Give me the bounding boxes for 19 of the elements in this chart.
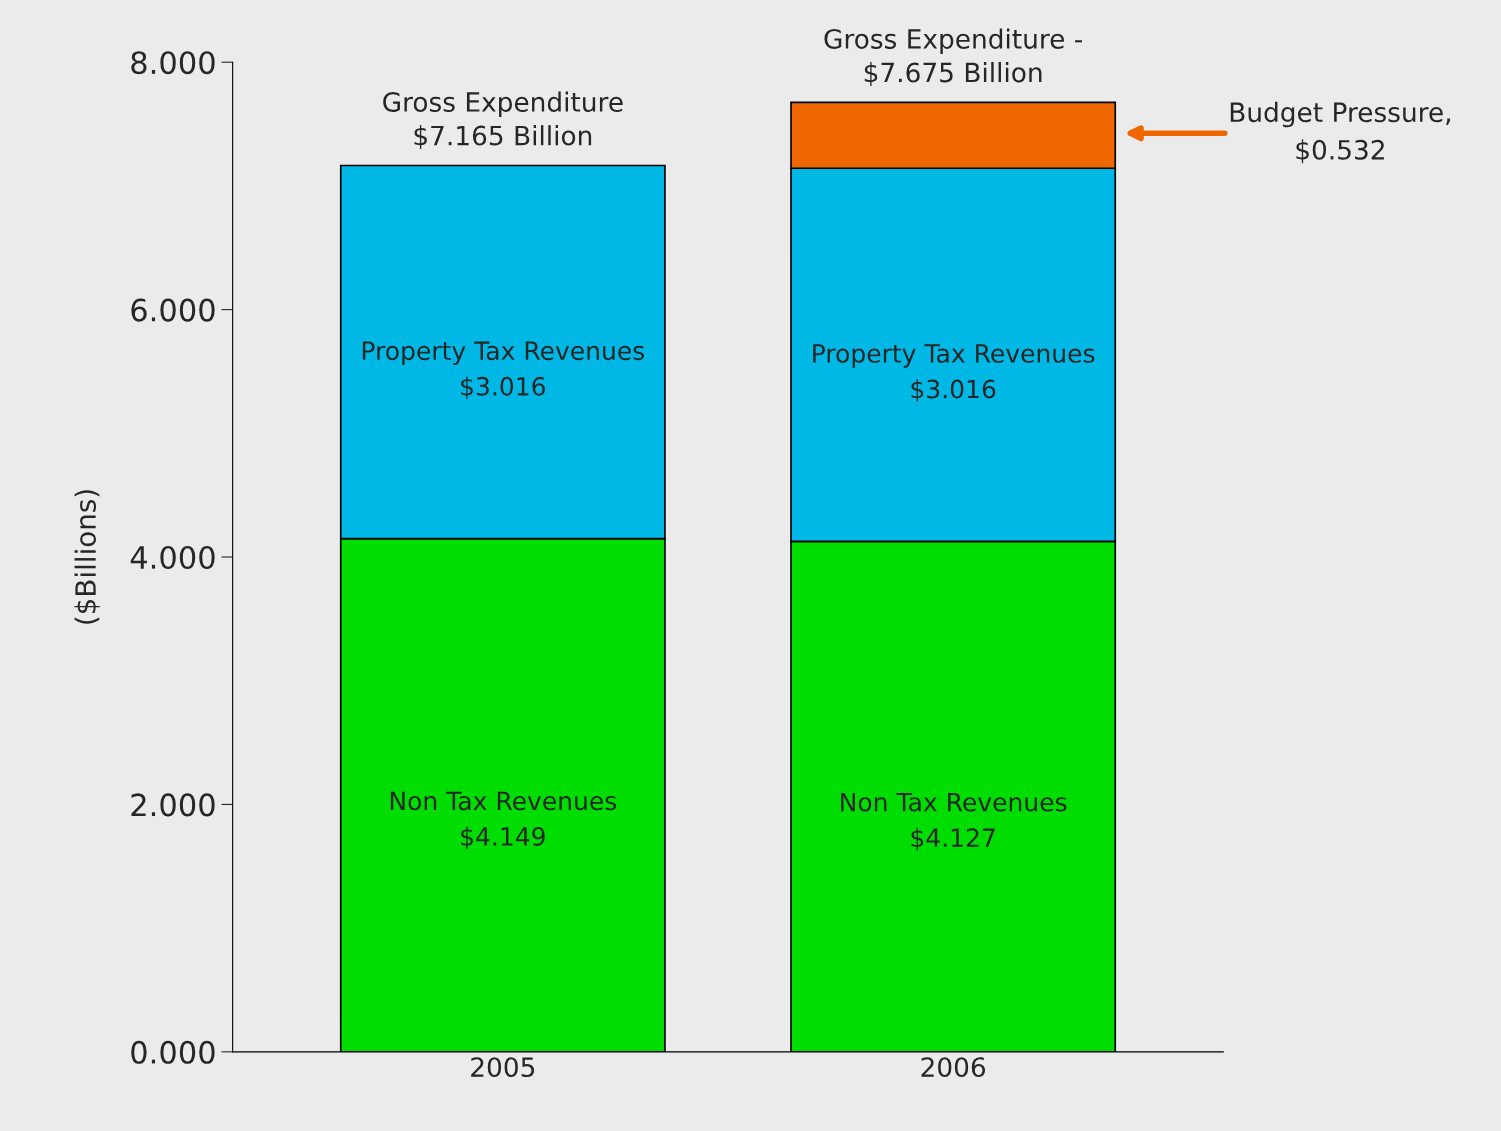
data-label: $3.016 (911, 379, 996, 402)
x-tick-label: 2005 (471, 1057, 535, 1078)
series-label: Property Tax Revenues (362, 341, 645, 365)
data-label: $3.016 (461, 376, 545, 400)
text: Non Tax Revenues (841, 792, 1067, 812)
annotation: Gross Expenditure $7.165 Billion (383, 91, 623, 150)
x-tick-label: 2006 (921, 1057, 986, 1078)
y-tick-label: 2.000 (131, 793, 215, 817)
y-tick-label: 8.000 (131, 51, 215, 75)
text: Budget Pressure, $0.532 (1230, 101, 1450, 164)
y-axis-title: ($Billions) (74, 490, 100, 624)
text: Property Tax Revenues (813, 344, 1095, 368)
annotation: Gross Expenditure - $7.675 Billion (824, 28, 1082, 86)
y-tick-label: 4.000 (130, 545, 215, 570)
series-label: Non Tax Revenues (390, 791, 617, 811)
y-tick-label: 0.000 (131, 1040, 215, 1064)
data-label: $4.127 (911, 827, 995, 851)
y-tick-label: 6.000 (131, 298, 215, 322)
data-label: $4.149 (461, 826, 545, 850)
